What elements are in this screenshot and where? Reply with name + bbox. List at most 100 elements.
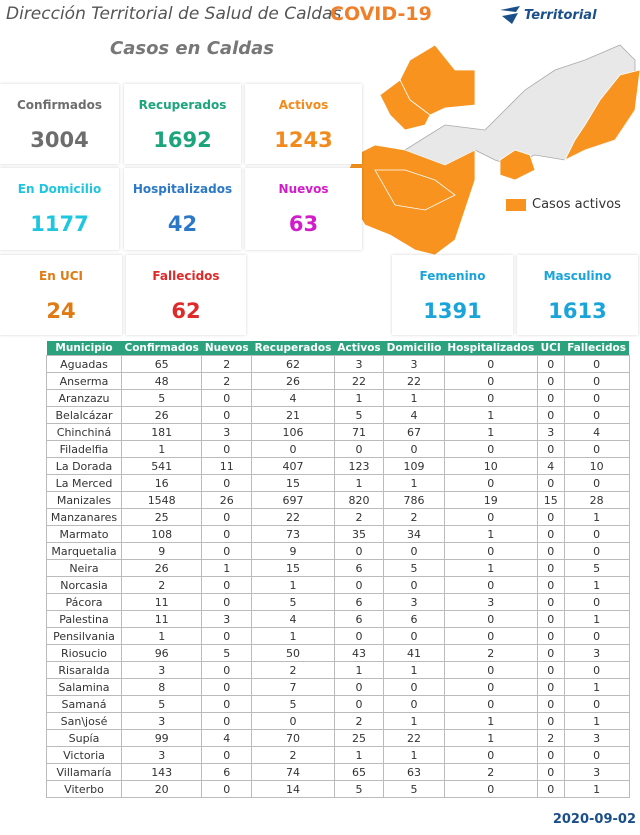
cell: 0 xyxy=(333,576,385,594)
table-row: Marquetalia 9 0 9 0 0 0 0 0 xyxy=(46,542,630,560)
cell: 28 xyxy=(563,491,630,509)
cell: 2 xyxy=(333,712,385,730)
cell: 14 xyxy=(251,780,335,798)
cell: 0 xyxy=(201,712,253,730)
map xyxy=(339,44,640,256)
cell: 19 xyxy=(443,491,538,509)
cell: 3 xyxy=(333,355,385,373)
cell: 0 xyxy=(563,746,630,764)
table-row: Aranzazu 5 0 4 1 1 0 0 0 xyxy=(46,389,630,407)
cell: 0 xyxy=(536,661,565,679)
stat-value: 1692 xyxy=(153,128,212,152)
stat-card: Masculino 1613 xyxy=(517,255,638,335)
stat-label: Nuevos xyxy=(278,182,329,196)
cell: 5 xyxy=(333,780,385,798)
cell: 5 xyxy=(201,644,253,662)
cell: 0 xyxy=(333,440,385,458)
cell: 0 xyxy=(201,406,253,424)
cell: 0 xyxy=(201,389,253,407)
cell: 407 xyxy=(251,457,335,475)
municipio-cell: Aranzazu xyxy=(46,389,122,407)
cell: 0 xyxy=(536,763,565,781)
cell: 6 xyxy=(333,610,385,628)
cell: 65 xyxy=(120,355,203,373)
cell: 1 xyxy=(563,712,630,730)
cell: 2 xyxy=(443,644,538,662)
cell: 0 xyxy=(563,695,630,713)
cell: 0 xyxy=(443,678,538,696)
column-header: Hospitalizados xyxy=(444,341,538,356)
cell: 0 xyxy=(201,746,253,764)
cell: 0 xyxy=(563,474,630,492)
cell: 0 xyxy=(536,525,565,543)
stat-value: 1243 xyxy=(274,128,333,152)
table-row: Risaralda 3 0 2 1 1 0 0 0 xyxy=(46,661,630,679)
stat-value: 1613 xyxy=(548,299,607,323)
cell: 1 xyxy=(251,627,335,645)
municipio-cell: Aguadas xyxy=(46,355,122,373)
table-row: Victoria 3 0 2 1 1 0 0 0 xyxy=(46,746,630,764)
cell: 3 xyxy=(563,763,630,781)
cell: 2 xyxy=(251,661,335,679)
cell: 96 xyxy=(120,644,203,662)
cell: 0 xyxy=(563,661,630,679)
cell: 0 xyxy=(536,746,565,764)
cell: 1 xyxy=(443,406,538,424)
stat-card: Femenino 1391 xyxy=(392,255,513,335)
cell: 43 xyxy=(333,644,385,662)
cell: 0 xyxy=(333,542,385,560)
cell: 0 xyxy=(563,593,630,611)
cell: 16 xyxy=(120,474,203,492)
stat-label: Confirmados xyxy=(17,98,102,112)
municipio-cell: Salamina xyxy=(46,678,122,696)
cell: 0 xyxy=(563,372,630,390)
cell: 4 xyxy=(251,610,335,628)
cell: 0 xyxy=(563,406,630,424)
stat-label: Fallecidos xyxy=(152,269,220,283)
table-row: Neira 26 1 15 6 5 1 0 5 xyxy=(46,559,630,577)
table-row: Pácora 11 0 5 6 3 3 0 0 xyxy=(46,593,630,611)
stat-card: Activos 1243 xyxy=(245,84,362,164)
table-row: Chinchiná 181 3 106 71 67 1 3 4 xyxy=(46,423,630,441)
cell: 3 xyxy=(201,423,253,441)
municipio-cell: Marquetalia xyxy=(46,542,122,560)
stat-label: Masculino xyxy=(543,269,612,283)
cell: 22 xyxy=(383,729,445,747)
cell: 0 xyxy=(443,746,538,764)
column-header: Activos xyxy=(334,341,384,356)
date: 2020-09-02 xyxy=(552,812,636,827)
cell: 26 xyxy=(120,559,203,577)
subtitle: Casos en Caldas xyxy=(110,38,274,59)
cell: 108 xyxy=(120,525,203,543)
table-row: Manizales 1548 26 697 820 786 19 15 28 xyxy=(46,491,630,509)
cell: 0 xyxy=(251,440,335,458)
municipality-table: Municipio Confirmados Nuevos Recuperados Act… xyxy=(46,341,630,798)
cell: 0 xyxy=(383,576,445,594)
cell: 3 xyxy=(201,610,253,628)
cell: 9 xyxy=(251,542,335,560)
cell: 0 xyxy=(536,678,565,696)
cell: 5 xyxy=(120,695,203,713)
cell: 1 xyxy=(563,576,630,594)
cell: 6 xyxy=(201,763,253,781)
cell: 1 xyxy=(120,440,203,458)
cell: 11 xyxy=(120,610,203,628)
cell: 0 xyxy=(201,508,253,526)
cell: 65 xyxy=(333,763,385,781)
stat-card: Fallecidos 62 xyxy=(126,255,246,335)
column-header: UCI xyxy=(537,341,565,356)
cell: 26 xyxy=(201,491,253,509)
cell: 0 xyxy=(383,627,445,645)
cell: 3 xyxy=(120,661,203,679)
cell: 109 xyxy=(383,457,445,475)
cell: 0 xyxy=(201,474,253,492)
cell: 0 xyxy=(443,695,538,713)
cell: 3 xyxy=(563,644,630,662)
legend-swatch xyxy=(506,199,526,211)
municipio-cell: Belalcázar xyxy=(46,406,122,424)
legend-label: Casos activos xyxy=(532,197,621,212)
cell: 6 xyxy=(333,593,385,611)
table-row: Villamaría 143 6 74 65 63 2 0 3 xyxy=(46,763,630,781)
header-title: Dirección Territorial de Salud de Caldas xyxy=(6,4,342,24)
municipio-cell: Villamaría xyxy=(46,763,122,781)
